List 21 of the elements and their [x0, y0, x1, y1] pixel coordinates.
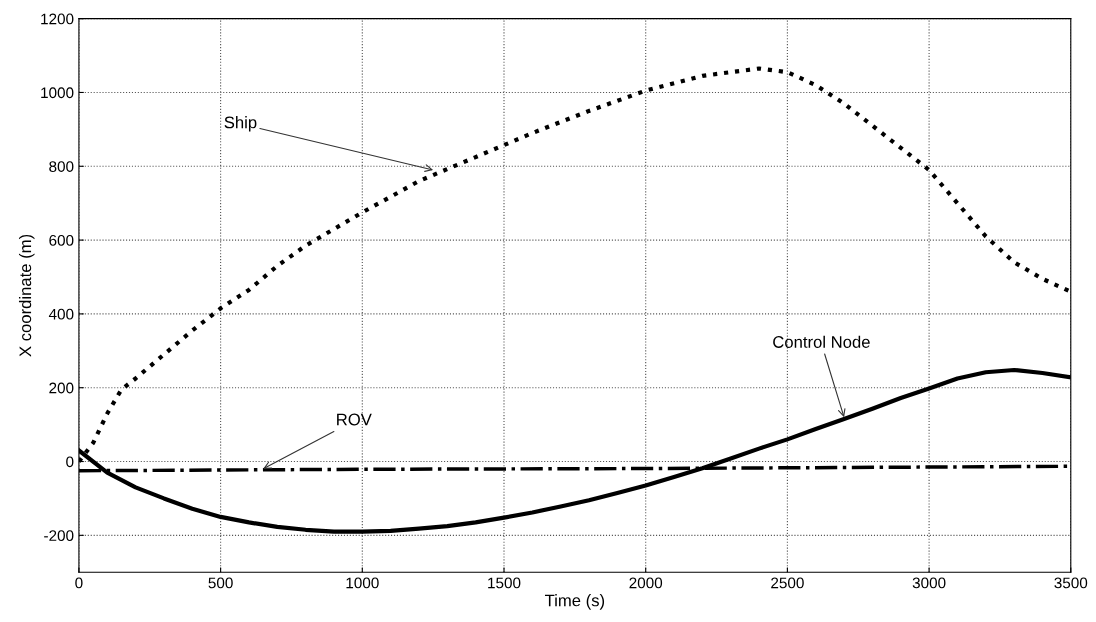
annotation: ROV	[337, 413, 372, 426]
y-tick-label: 1200	[41, 13, 74, 25]
y-axis-title: X coordinate (m)	[18, 234, 35, 357]
x-tick-label: 0	[75, 577, 83, 589]
x-tick-label: 500	[208, 577, 233, 589]
annotation: Control Node	[773, 335, 870, 348]
y-tick-label: 0	[66, 456, 74, 468]
y-tick-label: 800	[49, 161, 74, 172]
x-tick-label: 1500	[488, 577, 521, 589]
y-tick-label: 600	[49, 234, 74, 246]
x-tick-label: 3000	[912, 577, 946, 589]
x-tick-label: 2000	[629, 577, 663, 589]
y-tick-label: -200	[44, 530, 74, 542]
annotation: Ship	[224, 116, 257, 132]
y-tick-label: 400	[48, 308, 74, 320]
y-tick-label: 1000	[41, 87, 74, 99]
y-tick-label: 200	[49, 382, 74, 394]
x-tick-label: 3500	[1054, 577, 1088, 589]
x-axis-title: Time (s)	[544, 594, 605, 610]
x-tick-label: 1000	[346, 577, 379, 589]
x-tick-label: 2500	[771, 577, 804, 589]
